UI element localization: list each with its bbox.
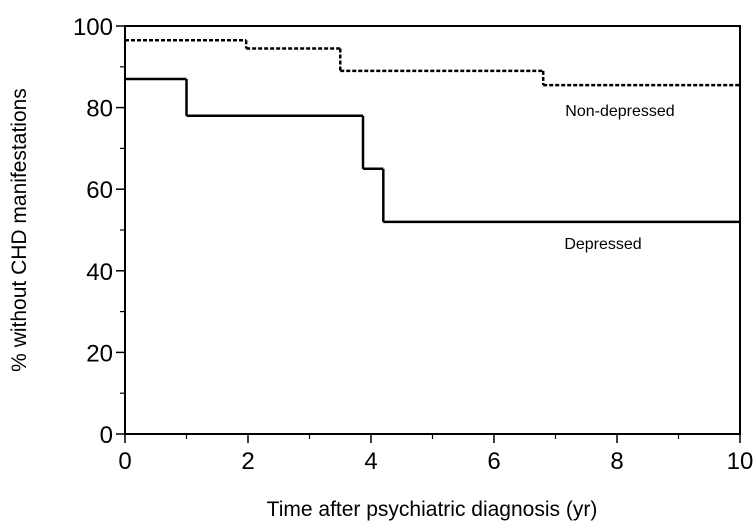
- y-tick-label: 100: [73, 14, 113, 41]
- series-label: Depressed: [564, 236, 641, 253]
- y-tick-label: 80: [86, 96, 113, 123]
- series-label: Non-depressed: [565, 103, 674, 120]
- plot-frame: [124, 25, 741, 435]
- y-tick-label: 60: [86, 177, 113, 204]
- x-tick-label: 2: [241, 448, 254, 475]
- y-tick-label: 0: [100, 422, 113, 449]
- x-tick-label: 0: [118, 448, 131, 475]
- y-axis-title: % without CHD manifestations: [8, 88, 31, 372]
- y-tick-label: 40: [86, 259, 113, 286]
- y-tick-label: 20: [86, 340, 113, 367]
- x-tick-label: 4: [364, 448, 377, 475]
- x-axis-title: Time after psychiatric diagnosis (yr): [267, 498, 598, 521]
- x-tick-label: 10: [727, 448, 754, 475]
- x-tick-label: 6: [487, 448, 500, 475]
- x-tick-label: 8: [610, 448, 623, 475]
